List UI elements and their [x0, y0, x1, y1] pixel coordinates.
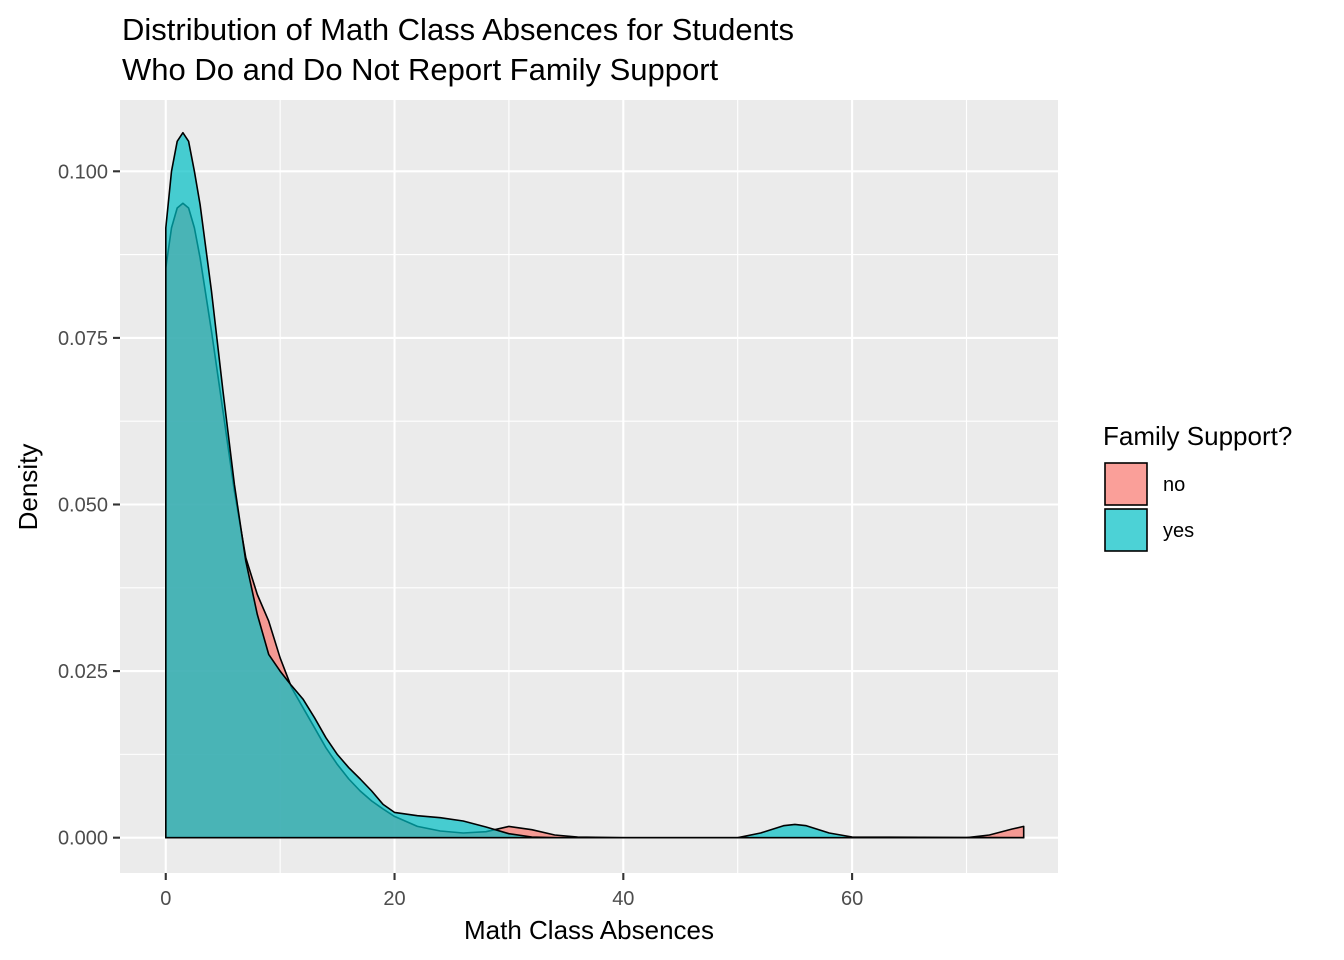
legend-key-no: [1104, 462, 1148, 506]
y-axis-title: Density: [13, 444, 43, 531]
legend-items: no yes: [1104, 462, 1194, 552]
x-axis-title: Math Class Absences: [464, 915, 714, 945]
legend-key-yes: [1104, 508, 1148, 552]
legend-label-no: no: [1163, 474, 1185, 496]
legend-label-yes: yes: [1163, 520, 1194, 542]
density-areas: [165, 131, 1025, 839]
x-tick-label: 0: [160, 888, 171, 910]
legend: Family Support? no yes: [1103, 421, 1292, 552]
y-tick-label: 0.025: [58, 661, 108, 683]
x-tick-label: 60: [841, 888, 863, 910]
y-tick-label: 0.075: [58, 328, 108, 350]
y-tick-label: 0.050: [58, 494, 108, 516]
x-tick-label: 40: [612, 888, 634, 910]
chart-title-line-1: Distribution of Math Class Absences for …: [122, 12, 794, 47]
y-tick-label: 0.000: [58, 828, 108, 850]
density-area-yes: [165, 131, 1025, 839]
x-axis: 0 20 40 60: [160, 873, 863, 910]
x-tick-label: 20: [383, 888, 405, 910]
y-tick-label: 0.100: [58, 161, 108, 183]
y-axis: 0.000 0.025 0.050 0.075 0.100: [58, 161, 120, 850]
legend-title: Family Support?: [1103, 421, 1292, 451]
chart-title-line-2: Who Do and Do Not Report Family Support: [122, 52, 719, 87]
